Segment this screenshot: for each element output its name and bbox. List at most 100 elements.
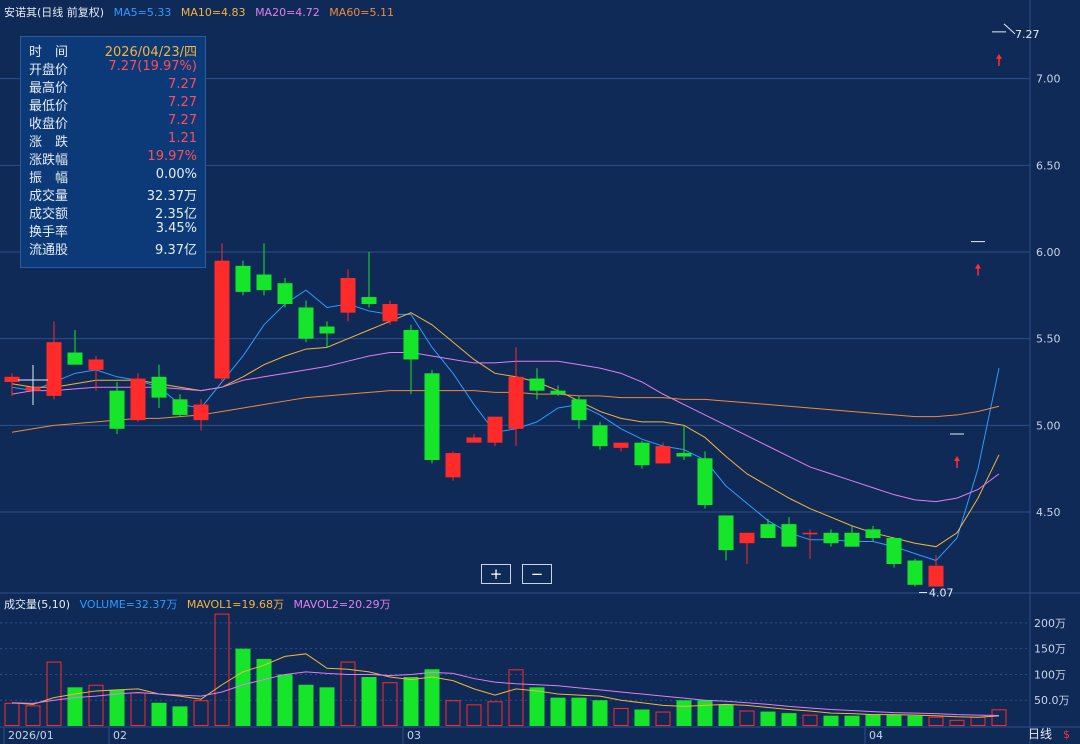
volume-bar — [214, 613, 230, 726]
zoom-out-button[interactable]: − — [522, 564, 552, 584]
volume-bar — [25, 705, 41, 727]
volume-bar — [130, 692, 146, 727]
candle-body — [445, 453, 461, 478]
volume-bar — [676, 700, 692, 726]
volume-bar — [718, 704, 734, 726]
candle-body — [802, 532, 818, 535]
candle-body — [928, 565, 944, 587]
volume-tick-label: 150万 — [1034, 643, 1066, 656]
candle-body — [298, 307, 314, 339]
volume-bar — [634, 709, 650, 726]
info-row-float: 流通股 9.37亿 — [29, 243, 197, 258]
candle-body — [886, 538, 902, 564]
volume-bar — [991, 709, 1007, 726]
volume-bar — [928, 716, 944, 726]
volume-bar — [865, 714, 881, 726]
candle-body — [571, 399, 587, 421]
signal-arrow-head — [975, 263, 981, 269]
info-row-open: 开盘价 7.27(19.97%) — [29, 59, 197, 78]
volume-bar — [802, 714, 818, 726]
volume-bar — [466, 704, 482, 727]
volume-bar — [235, 648, 251, 726]
volume-bar — [844, 715, 860, 726]
candle-body — [844, 532, 860, 547]
volume-bar — [403, 677, 419, 726]
info-row-volume: 成交量 32.37万 — [29, 189, 197, 204]
x-tick-label: 02 — [113, 729, 127, 742]
volume-bar — [298, 684, 314, 726]
candle-body — [340, 278, 356, 313]
zoom-in-button[interactable]: + — [481, 564, 511, 584]
volume-bar — [46, 661, 62, 726]
candle-body — [46, 342, 62, 396]
stock-name: 安诺其(日线 前复权) — [4, 6, 105, 19]
candle-body — [151, 376, 167, 398]
info-row-low: 最低价 7.27 — [29, 95, 197, 114]
price-header: 安诺其(日线 前复权) MA5=5.33 MA10=4.83 MA20=4.72… — [4, 4, 400, 20]
volume-bar — [592, 700, 608, 726]
candle-body — [361, 297, 377, 304]
volume-ma-line — [11, 653, 1000, 718]
x-tick-label: 2026/01 — [8, 729, 54, 742]
volume-bar — [508, 669, 524, 726]
candle-body — [592, 425, 608, 447]
annotation-pointer — [1003, 23, 1016, 35]
price-tick-label: 6.50 — [1036, 159, 1061, 172]
candle-body — [67, 352, 83, 365]
price-ma-line — [11, 390, 1000, 433]
volume-bar — [277, 674, 293, 726]
candle-body — [130, 378, 146, 421]
mavol2-label: MAVOL2=20.29万 — [293, 598, 391, 611]
info-row-amplitude: 振 幅 0.00% — [29, 167, 197, 186]
volume-bar — [613, 707, 629, 727]
volume-bar — [88, 684, 104, 726]
volume-bar — [4, 702, 20, 726]
volume-bar — [823, 715, 839, 726]
volume-bar — [907, 715, 923, 726]
candle-body — [256, 274, 272, 291]
candle-body — [235, 265, 251, 292]
info-row-turnover: 换手率 3.45% — [29, 221, 197, 240]
signal-arrow-head — [954, 456, 960, 461]
ma5-label: MA5=5.33 — [113, 6, 172, 19]
candle-body — [613, 442, 629, 448]
candle-body — [907, 560, 923, 585]
volume-tick-label: 200万 — [1034, 617, 1066, 630]
candle-body — [172, 399, 188, 415]
volume-header: 成交量(5,10) VOLUME=32.37万 MAVOL1=19.68万 MA… — [4, 596, 397, 612]
candle-body — [781, 524, 797, 547]
x-tick-label: 03 — [407, 729, 421, 742]
volume-bar — [781, 713, 797, 726]
candle-body — [529, 378, 545, 391]
volume-bar — [529, 687, 545, 726]
signal-arrow-head — [996, 53, 1002, 59]
price-ma-line — [11, 352, 1000, 503]
candle-body — [697, 458, 713, 506]
volume-bar — [697, 700, 713, 726]
price-tick-label: 7.00 — [1036, 73, 1061, 86]
info-row-amount: 成交额 2.35亿 — [29, 207, 197, 222]
volume-bar — [256, 658, 272, 726]
candle-body — [676, 453, 692, 457]
x-tick-label: 04 — [869, 729, 883, 742]
volume-bar — [109, 689, 125, 726]
price-tick-label: 6.00 — [1036, 246, 1061, 259]
volume-title: 成交量(5,10) — [4, 598, 71, 611]
candle-body — [319, 326, 335, 334]
price-annotation: 4.07 — [929, 587, 954, 600]
info-row-high: 最高价 7.27 — [29, 77, 197, 96]
volume-bar — [172, 706, 188, 726]
price-annotation: 7.27 — [1015, 28, 1040, 41]
volume-bar — [193, 700, 209, 727]
volume-bar — [571, 697, 587, 726]
ma20-label: MA20=4.72 — [255, 6, 320, 19]
price-ma-line — [11, 312, 1000, 548]
candle-body — [550, 390, 566, 395]
volume-bar — [739, 710, 755, 726]
candle-body — [655, 446, 671, 464]
period-label[interactable]: 日线 — [1027, 727, 1052, 741]
info-row-time: 时 间 2026/04/23/四 — [29, 45, 197, 60]
price-tick-label: 5.00 — [1036, 419, 1061, 432]
volume-bar — [424, 669, 440, 726]
volume-bar — [445, 700, 461, 727]
